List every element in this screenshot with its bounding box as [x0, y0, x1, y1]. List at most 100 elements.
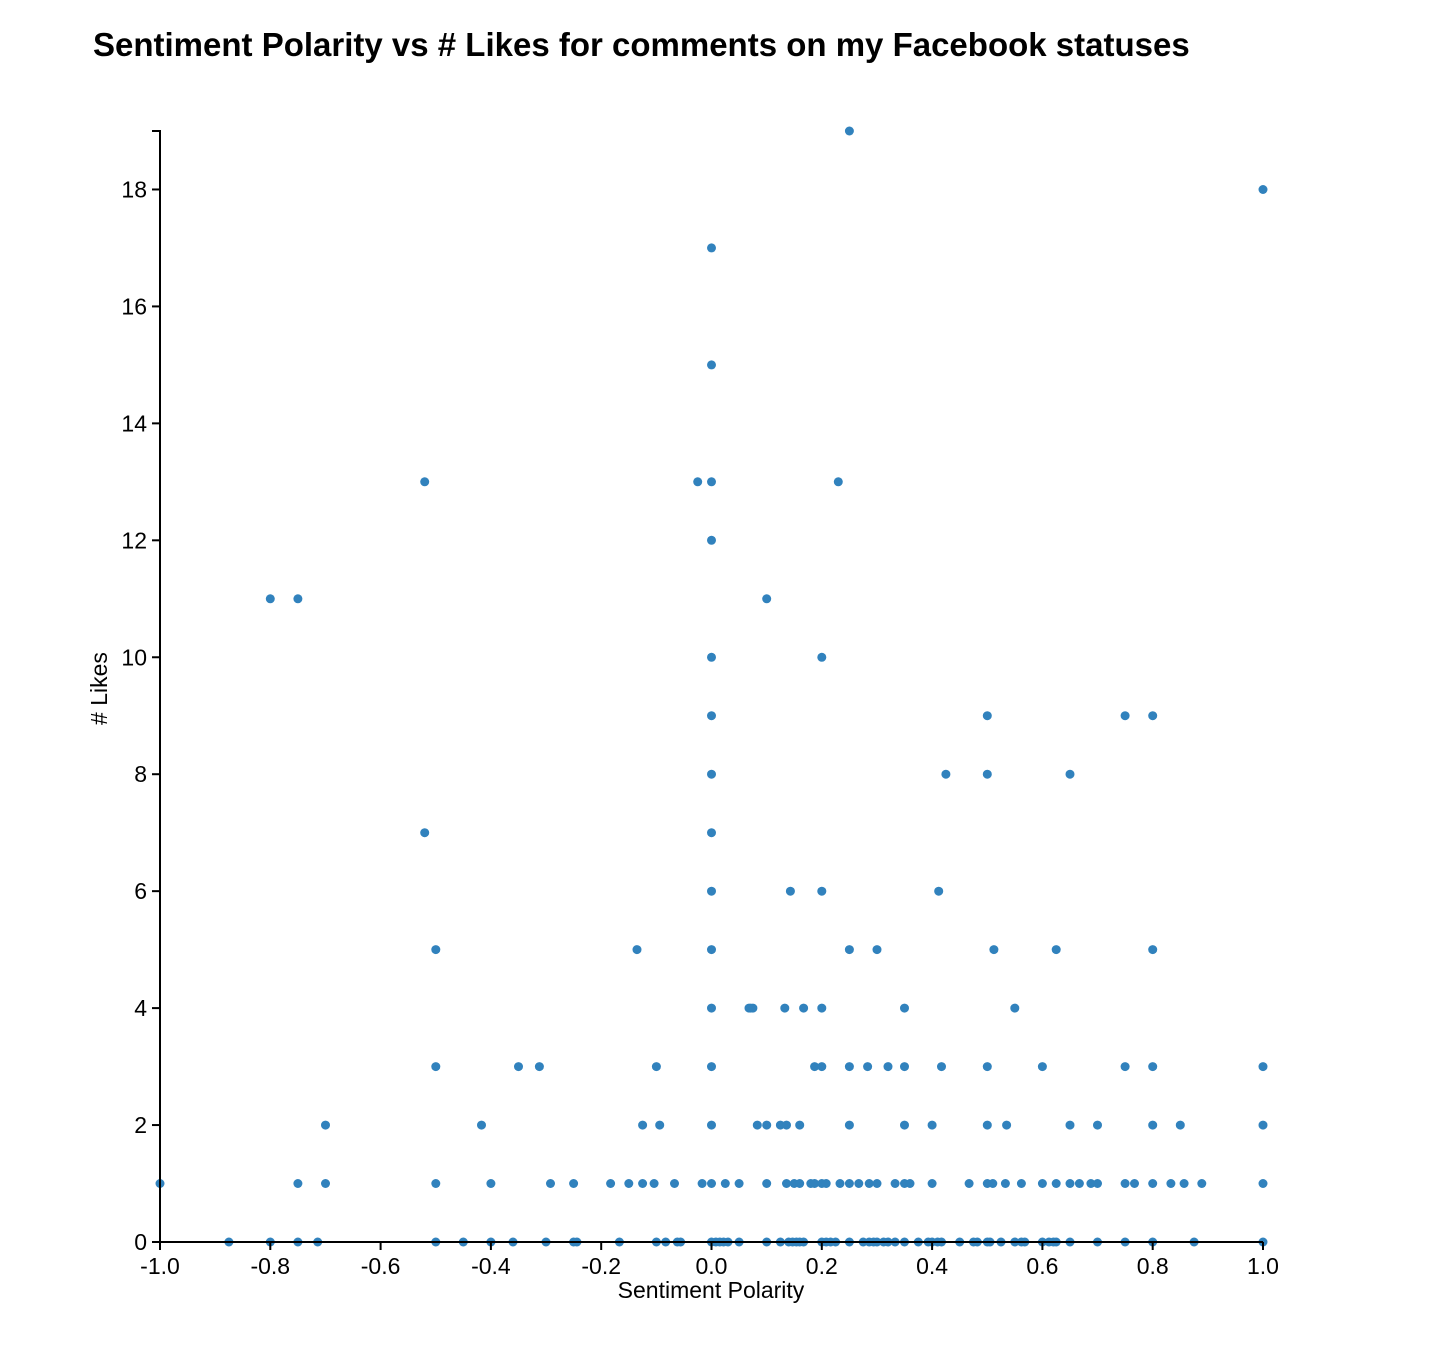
chart-title: Sentiment Polarity vs # Likes for commen…: [93, 26, 1190, 63]
data-point: [693, 477, 703, 487]
data-point: [1148, 1120, 1158, 1130]
data-point: [937, 1062, 946, 1072]
data-point: [982, 1120, 992, 1130]
data-point: [1086, 1179, 1096, 1188]
data-point: [844, 126, 854, 136]
data-point: [486, 1179, 496, 1188]
data-point: [632, 945, 642, 955]
y-tick-label: 0: [134, 1229, 147, 1255]
data-point: [1258, 1120, 1268, 1130]
data-point: [707, 945, 716, 955]
data-point: [989, 945, 999, 955]
data-point: [638, 1179, 648, 1188]
data-point: [477, 1120, 486, 1130]
data-point: [872, 945, 882, 955]
data-point: [782, 1120, 791, 1130]
y-axis-line: [152, 130, 161, 1243]
data-point: [734, 1179, 744, 1188]
x-tick-label: 0.0: [696, 1253, 728, 1279]
data-point: [1130, 1179, 1139, 1188]
data-point: [1000, 1179, 1010, 1188]
data-point: [1051, 945, 1061, 955]
data-point: [1148, 711, 1158, 721]
data-point: [762, 594, 772, 604]
data-point: [293, 1179, 303, 1188]
data-point: [670, 1179, 679, 1188]
data-point: [844, 1120, 854, 1130]
data-point: [649, 1179, 659, 1188]
x-tick-label: 0.8: [1137, 1253, 1169, 1279]
data-point: [534, 1062, 544, 1072]
data-point: [900, 1062, 909, 1072]
data-point: [964, 1179, 974, 1188]
y-tick-label: 18: [121, 176, 147, 202]
x-tick-label: 0.6: [1026, 1253, 1058, 1279]
x-tick-label: -0.8: [250, 1253, 290, 1279]
data-point: [762, 1120, 772, 1130]
data-point: [707, 769, 716, 779]
data-point: [927, 1179, 937, 1188]
data-point: [514, 1062, 523, 1072]
y-tick-label: 8: [134, 761, 147, 787]
data-point: [1175, 1120, 1185, 1130]
data-point: [748, 1003, 758, 1013]
data-point: [1010, 1003, 1020, 1013]
data-point: [1074, 1179, 1084, 1188]
data-point: [982, 769, 992, 779]
data-point: [1037, 1062, 1047, 1072]
data-point: [420, 828, 430, 838]
data-point: [1093, 1120, 1102, 1130]
data-point: [863, 1062, 873, 1072]
data-point: [569, 1179, 579, 1188]
data-point: [934, 886, 944, 896]
x-axis-label: Sentiment Polarity: [618, 1277, 805, 1303]
data-point: [982, 711, 992, 721]
data-point: [799, 1003, 809, 1013]
data-point: [1120, 1179, 1130, 1188]
data-point: [864, 1179, 874, 1188]
x-tick-label: -1.0: [140, 1253, 180, 1279]
data-point: [707, 828, 716, 838]
data-point: [638, 1120, 648, 1130]
y-axis-ticks: 0 2 4 6 8 10 12 14 16 18: [121, 176, 160, 1255]
data-point: [900, 1120, 909, 1130]
data-point: [420, 477, 430, 487]
data-point: [707, 652, 716, 662]
x-tick-label: -0.4: [471, 1253, 511, 1279]
data-point: [817, 1062, 827, 1072]
data-point: [1179, 1179, 1189, 1188]
data-point: [1148, 945, 1158, 955]
data-point: [1065, 1120, 1075, 1130]
data-point: [624, 1179, 634, 1188]
data-point: [707, 1062, 716, 1072]
data-point: [1093, 1179, 1102, 1188]
data-point: [810, 1179, 820, 1188]
data-point: [810, 1062, 820, 1072]
data-point: [785, 886, 795, 896]
x-tick-label: -0.2: [581, 1253, 621, 1279]
data-point: [1051, 1179, 1061, 1188]
y-tick-label: 4: [134, 995, 147, 1021]
data-point: [762, 1179, 772, 1188]
data-point: [720, 1179, 730, 1188]
data-point: [707, 477, 716, 487]
data-point: [795, 1120, 805, 1130]
x-axis-ticks: -1.0 -0.8 -0.6 -0.4 -0.2 0.0 0.2 0.4 0.6 0.8 1.0: [140, 1242, 1279, 1279]
data-point: [844, 945, 854, 955]
data-point: [1148, 1179, 1158, 1188]
x-tick-label: 0.4: [916, 1253, 948, 1279]
data-point: [1197, 1179, 1207, 1188]
data-point: [707, 711, 716, 721]
data-point: [780, 1003, 790, 1013]
data-point: [835, 1179, 845, 1188]
data-point: [844, 1179, 854, 1188]
data-point: [707, 1003, 716, 1013]
data-point: [707, 1179, 716, 1188]
data-point: [293, 594, 303, 604]
data-point: [1120, 711, 1130, 721]
data-point: [546, 1179, 555, 1188]
x-tick-label: -0.6: [361, 1253, 401, 1279]
data-point: [1166, 1179, 1176, 1188]
data-point: [817, 1003, 827, 1013]
